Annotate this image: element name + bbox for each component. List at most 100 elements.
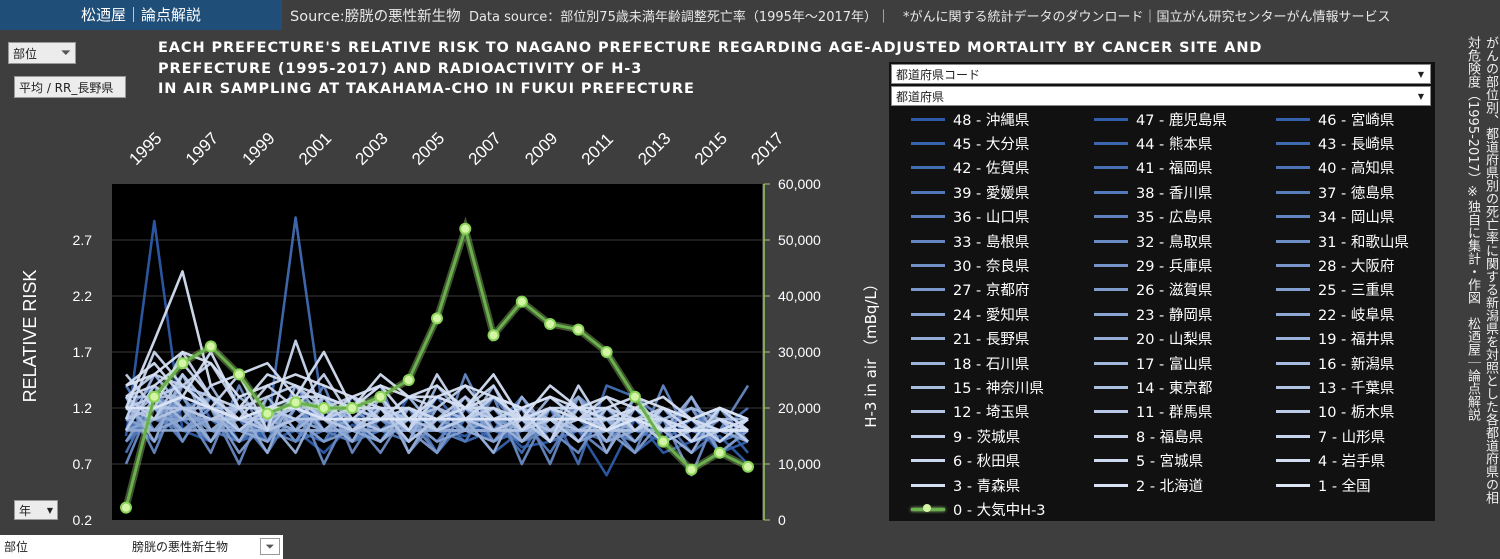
legend-item[interactable]: 25 - 三重県 — [1276, 279, 1394, 301]
h3-marker — [515, 295, 528, 308]
filter-icon[interactable]: ⏷ — [260, 538, 280, 555]
legend-item[interactable]: 27 - 京都府 — [911, 279, 1029, 301]
legend-item[interactable]: 1 - 全国 — [1276, 474, 1371, 496]
legend-line-swatch — [911, 141, 945, 145]
legend-item[interactable]: 14 - 東京都 — [1094, 376, 1212, 398]
legend-label: 9 - 茨城県 — [953, 429, 1021, 446]
legend-item[interactable]: 38 - 香川県 — [1094, 181, 1212, 203]
legend-label: 3 - 青森県 — [953, 478, 1021, 495]
legend-item[interactable]: 36 - 山口県 — [911, 206, 1029, 228]
legend-label: 42 - 佐賀県 — [953, 161, 1030, 178]
legend-item[interactable]: 12 - 埼玉県 — [911, 401, 1029, 423]
legend-label: 37 - 徳島県 — [1318, 185, 1395, 202]
legend-item[interactable]: 34 - 岡山県 — [1276, 206, 1394, 228]
legend-item[interactable]: 40 - 高知県 — [1276, 157, 1394, 179]
legend-item[interactable]: 35 - 広島県 — [1094, 206, 1212, 228]
legend-item[interactable]: 3 - 青森県 — [911, 474, 1020, 496]
y2-axis-ticks: 0 10,000 20,000 30,000 40,000 50,000 60,000 — [763, 176, 821, 528]
legend-line-swatch — [1276, 141, 1310, 145]
legend-line-swatch — [911, 190, 945, 194]
legend-item[interactable]: 15 - 神奈川県 — [911, 376, 1044, 398]
legend-label: 36 - 山口県 — [953, 210, 1030, 227]
legend-item[interactable]: 23 - 静岡県 — [1094, 303, 1212, 325]
legend-line-swatch — [1094, 312, 1128, 316]
x-tick-label: 2015 — [691, 129, 731, 169]
legend-item[interactable]: 30 - 奈良県 — [911, 254, 1029, 276]
legend-item[interactable]: 42 - 佐賀県 — [911, 157, 1029, 179]
legend-item[interactable]: 10 - 栃木県 — [1276, 401, 1394, 423]
legend-item[interactable]: 8 - 福島県 — [1094, 425, 1203, 447]
legend-item[interactable]: 26 - 滋賀県 — [1094, 279, 1212, 301]
chart-title: EACH PREFECTURE'S RELATIVE RISK TO NAGAN… — [158, 38, 1318, 100]
legend-item[interactable]: 4 - 岩手県 — [1276, 450, 1385, 472]
h3-marker — [657, 435, 670, 448]
legend-item[interactable]: 21 - 長野県 — [911, 328, 1029, 350]
legend-item[interactable]: 33 - 島根県 — [911, 230, 1029, 252]
h3-marker — [120, 501, 132, 514]
dropdown-arrow-icon: ▼ — [1417, 70, 1424, 79]
legend-line-swatch — [1094, 117, 1128, 121]
legend-item[interactable]: 19 - 福井県 — [1276, 328, 1394, 350]
legend-item[interactable]: 45 - 大分県 — [911, 132, 1029, 154]
legend-item[interactable]: 48 - 沖縄県 — [911, 108, 1029, 130]
legend-line-swatch — [1094, 215, 1128, 219]
legend-item[interactable]: 31 - 和歌山県 — [1276, 230, 1409, 252]
legend-line-swatch — [1276, 483, 1310, 487]
legend-item[interactable]: 6 - 秋田県 — [911, 450, 1020, 472]
y2-tick-label: 20,000 — [778, 400, 821, 416]
legend-item-h3[interactable]: 0 - 大気中H-3 — [911, 498, 1046, 520]
legend-item[interactable]: 37 - 徳島県 — [1276, 181, 1394, 203]
legend-label: 23 - 静岡県 — [1136, 307, 1213, 324]
legend-item[interactable]: 17 - 富山県 — [1094, 352, 1212, 374]
legend-item[interactable]: 28 - 大阪府 — [1276, 254, 1394, 276]
prefecture-dropdown[interactable]: 都道府県 ▼ — [891, 86, 1431, 106]
year-filter-button[interactable]: 年 ▼ — [14, 500, 58, 520]
legend-label: 30 - 奈良県 — [953, 258, 1030, 275]
legend-item[interactable]: 32 - 鳥取県 — [1094, 230, 1212, 252]
legend-item[interactable]: 29 - 兵庫県 — [1094, 254, 1212, 276]
legend-item[interactable]: 7 - 山形県 — [1276, 425, 1385, 447]
legend-line-swatch — [1094, 337, 1128, 341]
legend-item[interactable]: 43 - 長崎県 — [1276, 132, 1394, 154]
x-tick-label: 1997 — [182, 129, 222, 169]
legend-label: 1 - 全国 — [1318, 478, 1371, 495]
legend-item[interactable]: 2 - 北海道 — [1094, 474, 1203, 496]
legend-item[interactable]: 22 - 岐阜県 — [1276, 303, 1394, 325]
legend-item[interactable]: 13 - 千葉県 — [1276, 376, 1394, 398]
bottom-filter-bar[interactable]: 部位 膀胱の悪性新生物 ⏷ — [0, 535, 283, 559]
legend-item[interactable]: 9 - 茨城県 — [911, 425, 1020, 447]
legend-item[interactable]: 47 - 鹿児島県 — [1094, 108, 1227, 130]
series-line — [124, 395, 749, 455]
legend-line-swatch — [911, 337, 945, 341]
prefecture-code-dropdown[interactable]: 都道府県コード ▼ — [891, 64, 1431, 84]
h3-marker — [544, 318, 557, 330]
legend-label: 24 - 愛知県 — [953, 307, 1030, 324]
legend-label: 20 - 山梨県 — [1136, 332, 1213, 349]
site-filter-button[interactable]: 部位 ⏷ — [8, 42, 76, 64]
line-chart: 0.2 0.7 1.2 1.7 2.2 2.7 0 10,000 20,000 30,000 40… — [20, 129, 880, 528]
legend-item[interactable]: 46 - 宮崎県 — [1276, 108, 1394, 130]
legend-item[interactable]: 11 - 群馬県 — [1094, 401, 1212, 423]
legend-item[interactable]: 24 - 愛知県 — [911, 303, 1029, 325]
chart-title-line: IN AIR SAMPLING AT TAKAHAMA-CHO IN FUKUI… — [158, 81, 695, 97]
average-rr-button[interactable]: 平均 / RR_長野県 — [14, 76, 126, 98]
legend-item[interactable]: 41 - 福岡県 — [1094, 157, 1212, 179]
x-tick-label: 2007 — [465, 129, 505, 169]
legend-item[interactable]: 5 - 宮城県 — [1094, 450, 1203, 472]
legend-line-swatch — [1094, 166, 1128, 170]
legend-label: 35 - 広島県 — [1136, 210, 1213, 227]
legend-item[interactable]: 39 - 愛媛県 — [911, 181, 1029, 203]
legend-line-swatch — [911, 166, 945, 170]
h3-marker — [346, 402, 359, 414]
legend-label: 10 - 栃木県 — [1318, 405, 1395, 422]
y-tick-label: 1.7 — [73, 344, 93, 360]
legend-item[interactable]: 44 - 熊本県 — [1094, 132, 1212, 154]
legend-line-swatch — [911, 410, 945, 414]
x-axis-ticks: 1995 1997 1999 2001 2003 2005 2007 2009 2011 2013… — [125, 129, 787, 169]
x-tick-label: 2011 — [578, 130, 617, 169]
legend-line-swatch — [1276, 361, 1310, 365]
legend-item[interactable]: 18 - 石川県 — [911, 352, 1029, 374]
legend-item[interactable]: 16 - 新潟県 — [1276, 352, 1394, 374]
legend-item[interactable]: 20 - 山梨県 — [1094, 328, 1212, 350]
legend-label: 26 - 滋賀県 — [1136, 283, 1213, 300]
